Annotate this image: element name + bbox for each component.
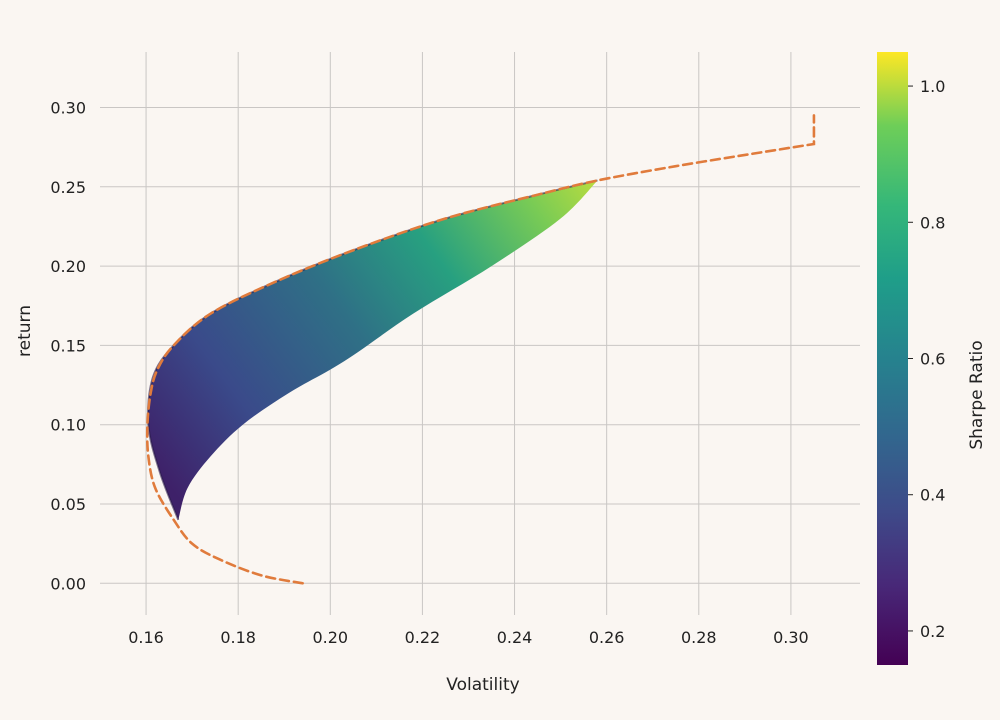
y-tick-label: 0.25 [50,178,86,197]
colorbar-tick-label: 1.0 [920,77,945,96]
x-tick-label: 0.30 [773,628,809,647]
y-tick-label: 0.00 [50,574,86,593]
y-axis-label: return [15,305,35,357]
x-tick-label: 0.28 [681,628,717,647]
frontier-line-group [145,114,816,585]
colorbar-tick-label: 0.8 [920,213,945,232]
y-axis-ticks: 0.00 0.05 0.10 0.15 0.20 0.25 0.30 [50,99,86,594]
y-tick-label: 0.30 [50,99,86,118]
y-tick-label: 0.05 [50,495,86,514]
feasible-region [147,179,598,521]
y-tick-label: 0.15 [50,336,86,355]
feasible-region-fill [147,180,598,520]
x-tick-label: 0.18 [220,628,256,647]
colorbar-bar [877,52,908,665]
colorbar: 0.2 0.4 0.6 0.8 1.0 Sharpe Ratio [877,52,987,665]
colorbar-ticks: 0.2 0.4 0.6 0.8 1.0 [908,77,945,641]
x-axis-ticks: 0.16 0.18 0.20 0.22 0.24 0.26 0.28 0.30 [128,628,808,647]
x-tick-label: 0.26 [589,628,625,647]
x-axis-label: Volatility [446,675,519,695]
colorbar-tick-label: 0.4 [920,486,945,505]
y-tick-label: 0.10 [50,416,86,435]
colorbar-tick-label: 0.6 [920,350,945,369]
x-tick-label: 0.20 [312,628,348,647]
x-tick-label: 0.16 [128,628,164,647]
x-tick-label: 0.22 [405,628,441,647]
colorbar-label: Sharpe Ratio [967,340,987,449]
colorbar-tick-label: 0.2 [920,622,945,641]
frontier-dashed-line [145,114,816,585]
y-tick-label: 0.20 [50,257,86,276]
x-tick-label: 0.24 [497,628,533,647]
